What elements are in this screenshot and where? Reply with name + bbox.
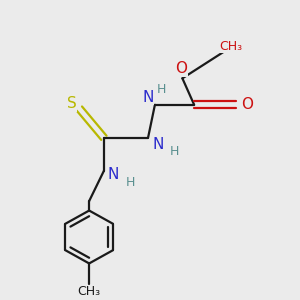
Text: S: S <box>67 96 76 111</box>
Text: N: N <box>142 90 154 105</box>
Text: CH₃: CH₃ <box>78 285 101 298</box>
Text: N: N <box>107 167 118 182</box>
Text: H: H <box>157 83 167 96</box>
Text: H: H <box>170 146 179 158</box>
Text: N: N <box>152 137 164 152</box>
Text: O: O <box>176 61 188 76</box>
Text: CH₃: CH₃ <box>219 40 242 53</box>
Text: H: H <box>126 176 135 189</box>
Text: O: O <box>241 97 253 112</box>
